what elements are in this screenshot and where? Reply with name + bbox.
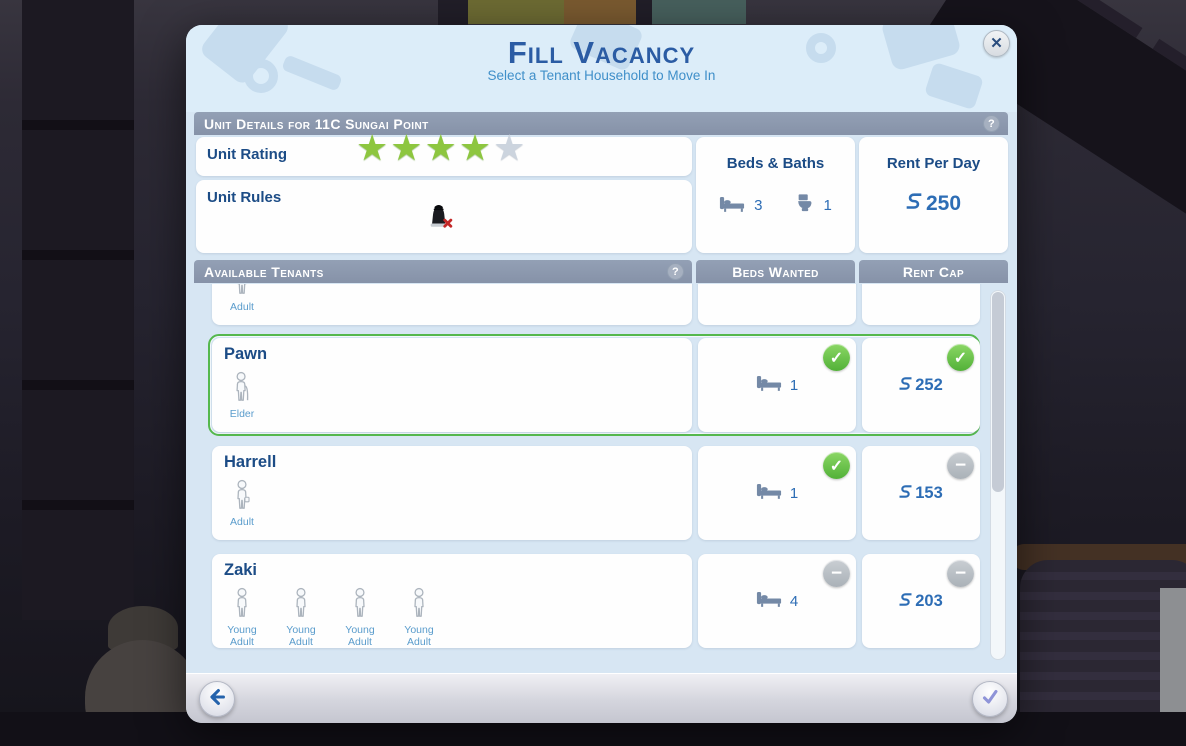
close-icon: ✕ bbox=[990, 35, 1003, 52]
beds-wanted-value: 4 bbox=[789, 592, 799, 610]
back-button[interactable] bbox=[199, 681, 235, 717]
rent-status-badge bbox=[947, 560, 974, 587]
simoleon-icon bbox=[899, 591, 912, 612]
dialog-title: Fill Vacancy bbox=[507, 35, 696, 70]
confirm-button[interactable] bbox=[972, 681, 1008, 717]
simoleon-icon bbox=[906, 191, 922, 216]
sim-figure-icon bbox=[290, 587, 312, 623]
star-filled-icon: ★ bbox=[458, 127, 492, 168]
burglar-prohibited-icon bbox=[424, 200, 458, 235]
unit-rules-card: Unit Rules bbox=[196, 180, 692, 253]
dialog-footer bbox=[186, 673, 1017, 723]
rent-status-badge bbox=[947, 344, 974, 371]
member-age-label: Elder bbox=[229, 408, 255, 420]
star-filled-icon: ★ bbox=[390, 127, 423, 168]
rent-cap-value: 203 bbox=[915, 591, 943, 610]
background-wall-patch bbox=[468, 0, 564, 24]
star-filled-icon: ★ bbox=[356, 127, 389, 168]
dialog-header: Fill Vacancy Select a Tenant Household t… bbox=[186, 25, 1017, 112]
background-post bbox=[636, 0, 652, 26]
scrollbar-thumb[interactable] bbox=[992, 292, 1004, 492]
close-button[interactable]: ✕ bbox=[983, 30, 1010, 57]
star-filled-icon: ★ bbox=[424, 127, 457, 168]
sim-figure-icon bbox=[231, 587, 253, 623]
member-age-label: Young Adult bbox=[286, 624, 316, 648]
rent-cap-value: 153 bbox=[915, 483, 943, 502]
rent-per-day-label: Rent Per Day bbox=[886, 155, 981, 172]
tenant-row-pawn[interactable]: Pawn Elder bbox=[208, 334, 980, 436]
household-name: Pawn bbox=[224, 345, 268, 363]
beds-wanted-header-label: Beds Wanted bbox=[732, 263, 819, 280]
background-wall-patch bbox=[650, 0, 746, 24]
unit-rules-label: Unit Rules bbox=[207, 189, 282, 206]
household-name: Zaki bbox=[224, 561, 258, 579]
member-age-label: Young Adult bbox=[227, 624, 257, 648]
rent-cap-value: 252 bbox=[915, 375, 943, 394]
sim-figure-icon bbox=[231, 284, 253, 300]
fill-vacancy-dialog: Fill Vacancy Select a Tenant Household t… bbox=[186, 25, 1017, 723]
rent-per-day-value: 250 bbox=[925, 191, 962, 215]
tenant-row-zaki[interactable]: Zaki Young Adult bbox=[208, 550, 980, 652]
bed-icon bbox=[756, 481, 782, 505]
member-age-label: Young Adult bbox=[404, 624, 434, 648]
beds-status-badge bbox=[823, 560, 850, 587]
beds-status-badge bbox=[823, 452, 850, 479]
toilet-icon bbox=[795, 193, 815, 218]
rent-status-badge bbox=[947, 452, 974, 479]
tenant-list-scrollbar[interactable] bbox=[990, 290, 1006, 660]
beds-count: 3 bbox=[754, 197, 763, 214]
household-name: Harrell bbox=[224, 453, 277, 471]
background-shelf bbox=[22, 0, 134, 620]
tenant-row-partial[interactable]: Adult bbox=[208, 284, 980, 329]
unit-rating-stars: ★ ★ ★ ★ ★ bbox=[356, 130, 525, 166]
beds-baths-panel: Beds & Baths 3 bbox=[696, 137, 855, 253]
bed-icon bbox=[719, 194, 745, 218]
unit-details-header: Unit Details for 11C Sungai Point ? bbox=[194, 112, 1008, 135]
simoleon-icon bbox=[899, 375, 912, 396]
sim-figure-icon bbox=[231, 479, 253, 515]
background-wall-patch bbox=[564, 0, 636, 24]
sim-figure-elder-icon bbox=[231, 371, 253, 407]
checkmark-icon bbox=[979, 686, 1001, 713]
sim-figure-icon bbox=[349, 587, 371, 623]
star-empty-icon: ★ bbox=[493, 127, 526, 168]
unit-rating-label: Unit Rating bbox=[207, 146, 287, 163]
dialog-subtitle: Select a Tenant Household to Move In bbox=[487, 68, 716, 83]
member-age-label: Adult bbox=[230, 516, 254, 528]
baths-count: 1 bbox=[823, 197, 832, 214]
back-arrow-icon bbox=[206, 686, 228, 713]
available-tenants-label: Available Tenants bbox=[204, 263, 324, 280]
beds-baths-label: Beds & Baths bbox=[726, 155, 825, 172]
rent-per-day-panel: Rent Per Day 250 bbox=[859, 137, 1008, 253]
beds-wanted-value: 1 bbox=[789, 376, 799, 394]
member-age-label: Young Adult bbox=[345, 624, 375, 648]
unit-details-header-label: Unit Details for 11C Sungai Point bbox=[204, 115, 429, 132]
rent-cap-column-header: Rent Cap bbox=[859, 260, 1008, 283]
background-post bbox=[438, 0, 468, 26]
available-tenants-help-button[interactable]: ? bbox=[667, 263, 684, 280]
unit-details-help-button[interactable]: ? bbox=[983, 115, 1000, 132]
rent-cap-header-label: Rent Cap bbox=[902, 263, 965, 280]
bed-icon bbox=[756, 589, 782, 613]
member-age-label: Adult bbox=[230, 301, 254, 313]
bed-icon bbox=[756, 373, 782, 397]
beds-wanted-column-header: Beds Wanted bbox=[696, 260, 855, 283]
simoleon-icon bbox=[899, 483, 912, 504]
sim-figure-icon bbox=[408, 587, 430, 623]
beds-wanted-value: 1 bbox=[789, 484, 799, 502]
key-watermark-icon bbox=[244, 59, 278, 93]
beds-status-badge bbox=[823, 344, 850, 371]
tenant-list: Adult Pawn bbox=[186, 284, 1017, 665]
unit-rating-card: Unit Rating ★ ★ ★ ★ ★ bbox=[196, 130, 692, 176]
tenant-row-harrell[interactable]: Harrell Adult bbox=[208, 442, 980, 544]
available-tenants-header: Available Tenants ? bbox=[194, 260, 692, 283]
